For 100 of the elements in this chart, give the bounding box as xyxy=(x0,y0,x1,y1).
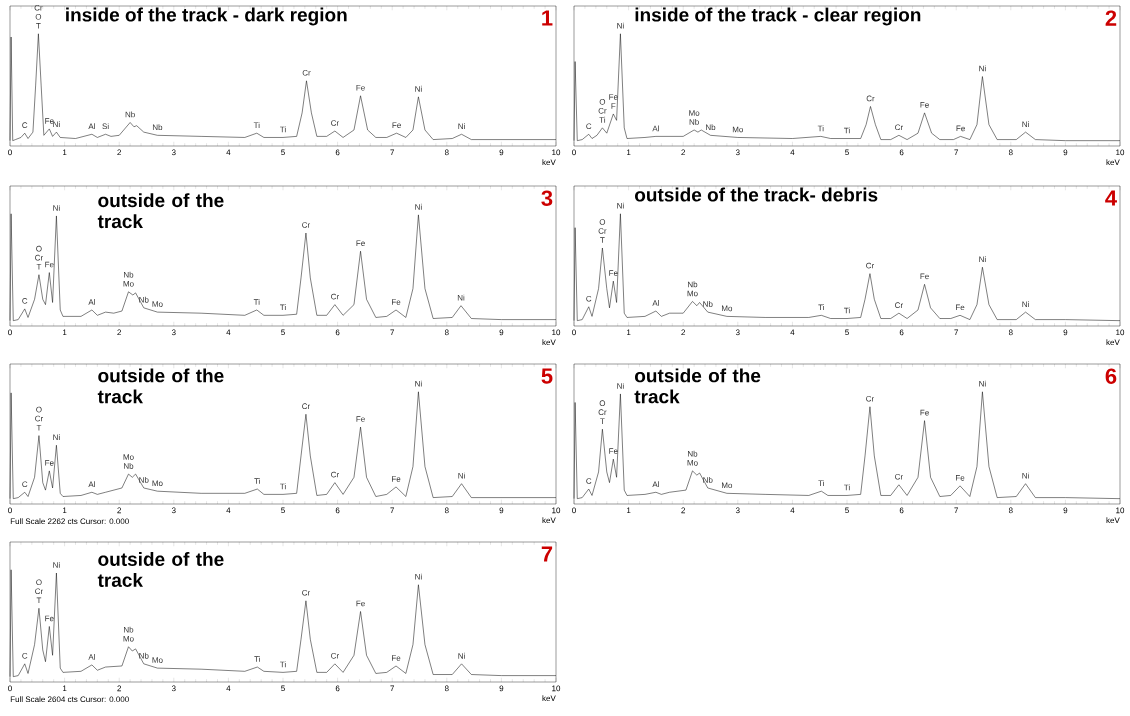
x-tick-label: 7 xyxy=(390,685,395,692)
x-tick-label: 4 xyxy=(226,507,231,514)
annotation: Nb xyxy=(152,124,163,131)
x-tick-label: 4 xyxy=(226,149,231,156)
x-tick-label: 4 xyxy=(226,685,231,692)
x-tick-label: 4 xyxy=(790,149,795,156)
x-tick-label: 8 xyxy=(444,149,449,156)
text: 4 xyxy=(1105,190,1117,206)
x-tick-label: 8 xyxy=(1008,149,1013,156)
x-tick-label: 2 xyxy=(681,329,686,336)
x-tick-label: 10 xyxy=(1116,329,1125,336)
text: 1 xyxy=(542,10,553,26)
annotation: O xyxy=(36,406,42,413)
annotation: Ti xyxy=(279,126,286,133)
annotation: Cr xyxy=(35,415,44,422)
annotation: T xyxy=(36,597,42,604)
x-tick-label: 7 xyxy=(954,507,959,514)
annotation: Fe xyxy=(356,240,365,246)
annotation: F xyxy=(611,103,616,109)
annotation: T xyxy=(600,237,605,243)
text: 6 xyxy=(1105,368,1117,384)
annotation: Ti xyxy=(253,122,260,128)
x-tick-label: 9 xyxy=(499,507,504,514)
annotation: Ni xyxy=(458,123,465,130)
x-tick-label: 0 xyxy=(8,329,12,336)
x-tick-label: 10 xyxy=(1116,149,1125,156)
annotation: Nb xyxy=(124,271,134,278)
annotation: Fe xyxy=(609,270,618,276)
annotation: Cr xyxy=(895,473,903,480)
x-tick-label: 7 xyxy=(954,149,959,156)
annotation: C xyxy=(22,298,28,304)
x-tick-label: 0 xyxy=(8,149,12,156)
chart-title: outside of the track xyxy=(634,368,761,404)
x-tick-label: 0 xyxy=(8,507,12,514)
text: 2 xyxy=(1105,10,1117,26)
annotation: T xyxy=(36,23,41,29)
text: Full Scale 2262 cts Cursor: 0.000 xyxy=(10,518,129,525)
annotation: Ni xyxy=(458,652,465,659)
annotation: Nb xyxy=(124,463,134,469)
x-tick-label: 4 xyxy=(790,329,795,336)
annotation: Mo xyxy=(689,110,700,116)
x-tick-label: 9 xyxy=(499,685,504,692)
annotation: Ni xyxy=(415,573,422,580)
x-tick-label: 6 xyxy=(335,329,340,336)
annotation: Ni xyxy=(617,22,624,29)
annotation: Ni xyxy=(1022,301,1029,307)
annotation: Ti xyxy=(844,127,850,134)
x-tick-label: 8 xyxy=(444,685,449,692)
annotation: Ti xyxy=(817,125,824,132)
x-tick-label: 8 xyxy=(1008,329,1013,336)
annotation: Nb xyxy=(139,476,149,483)
x-tick-label: 7 xyxy=(390,329,395,336)
annotation: Cr xyxy=(598,107,607,114)
x-axis-title: keV xyxy=(542,517,556,524)
annotation: Al xyxy=(652,481,659,488)
annotation: Fe xyxy=(392,476,401,482)
x-tick-label: 3 xyxy=(735,329,740,336)
x-tick-label: 7 xyxy=(390,507,395,514)
annotation: Ni xyxy=(458,472,465,479)
x-tick-label: 2 xyxy=(117,329,122,336)
annotation: O xyxy=(36,245,42,252)
annotation: Cr xyxy=(598,409,607,415)
annotation: Nb xyxy=(706,124,716,131)
annotation: Al xyxy=(88,298,95,305)
x-axis-title: keV xyxy=(542,695,556,702)
chart-title: inside of the track - clear region xyxy=(635,7,921,26)
annotation: Fe xyxy=(956,304,965,311)
annotation: Ti xyxy=(253,298,260,305)
annotation: Cr xyxy=(331,120,339,126)
x-tick-label: 8 xyxy=(1008,507,1013,514)
text: Full Scale 2604 cts Cursor: 0.000 xyxy=(10,696,129,703)
x-tick-label: 6 xyxy=(899,149,904,156)
annotation: O xyxy=(36,579,42,586)
annotation: Cr xyxy=(302,222,311,228)
annotation: C xyxy=(22,122,28,128)
annotation: Ti xyxy=(599,116,606,123)
x-tick-label: 1 xyxy=(62,685,67,692)
x-tick-label: 2 xyxy=(117,149,122,156)
annotation: Ni xyxy=(53,562,60,568)
annotation: Cr xyxy=(866,262,875,269)
annotation: Nb xyxy=(703,301,713,307)
x-tick-label: 5 xyxy=(281,685,285,692)
annotation: Mo xyxy=(721,482,733,489)
chart-title: outside of the track xyxy=(97,552,224,587)
annotation: Cr xyxy=(331,293,339,300)
text: 7 xyxy=(541,546,553,562)
annotation: Ni xyxy=(979,65,986,72)
annotation: O xyxy=(599,98,606,105)
annotation: Fe xyxy=(956,475,965,481)
x-tick-label: 3 xyxy=(171,685,176,692)
annotation: Al xyxy=(88,123,95,130)
text: 3 xyxy=(541,190,553,207)
annotation: Mo xyxy=(123,635,134,642)
x-tick-label: 7 xyxy=(390,149,395,156)
annotation: Ni xyxy=(53,434,60,441)
annotation: Cr xyxy=(331,652,339,659)
chart-title: outside of the track xyxy=(97,368,224,404)
annotation: Nb xyxy=(688,281,698,288)
annotation: C xyxy=(22,481,28,488)
annotation: Cr xyxy=(895,124,903,131)
